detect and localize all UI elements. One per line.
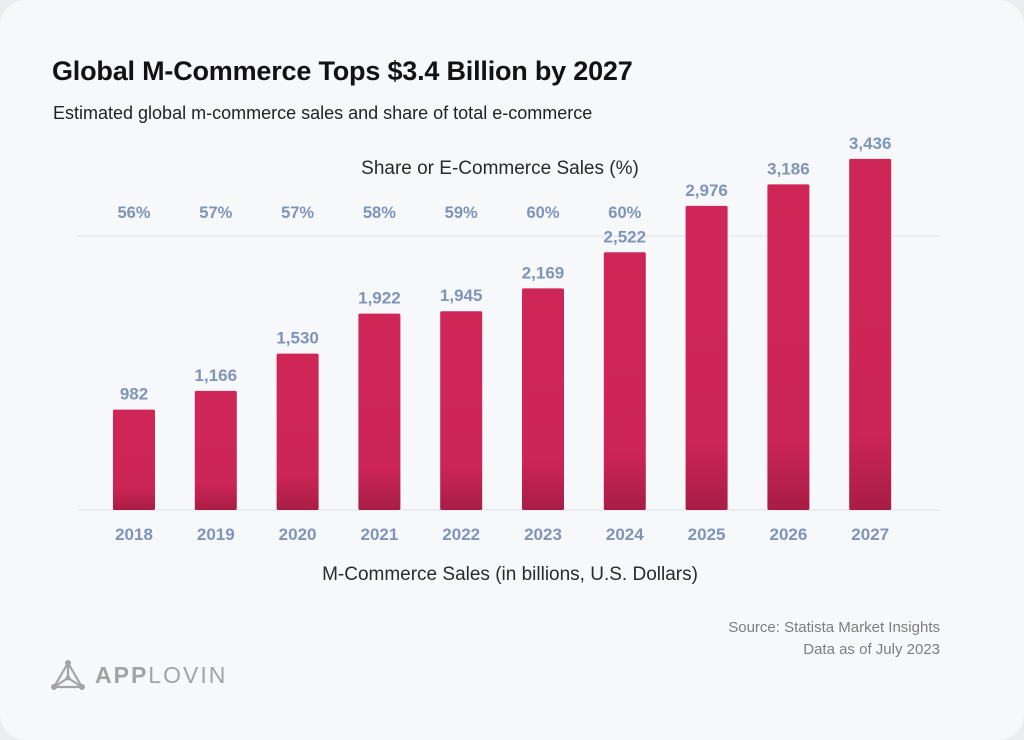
- share-label: 57%: [281, 204, 314, 222]
- data-label: 1,166: [195, 366, 238, 385]
- x-tick-label: 2023: [524, 525, 562, 544]
- data-label: 982: [120, 385, 148, 404]
- data-label: 1,922: [358, 289, 401, 308]
- share-label: 60%: [526, 204, 559, 222]
- bar-2027: [849, 158, 892, 510]
- source-line: Source: Statista Market Insights: [728, 619, 940, 636]
- bar-2025: [685, 205, 728, 511]
- data-label: 1,945: [440, 286, 483, 305]
- share-label: 57%: [199, 204, 232, 222]
- share-axis-label: Share or E-Commerce Sales (%): [361, 158, 639, 179]
- chart-subtitle: Estimated global m-commerce sales and sh…: [53, 103, 593, 123]
- x-axis-label: M-Commerce Sales (in billions, U.S. Doll…: [322, 564, 698, 585]
- source-note: Source: Statista Market Insights Data as…: [728, 617, 940, 661]
- share-label: 56%: [117, 204, 150, 222]
- applovin-triangle-icon: [51, 660, 85, 690]
- x-tick-label: 2021: [360, 525, 398, 544]
- data-label: 2,976: [685, 181, 728, 200]
- data-label: 2,522: [604, 227, 647, 246]
- data-label: 2,169: [522, 263, 565, 282]
- bar-2023: [522, 288, 564, 510]
- x-tick-label: 2027: [851, 525, 889, 544]
- bar-2021: [358, 313, 401, 510]
- bar-chart: 56%57%57%58%59%60%60%61%62%62% 9821,1661…: [78, 134, 940, 544]
- chart-title: Global M-Commerce Tops $3.4 Billion by 2…: [52, 56, 633, 86]
- logo-wordmark-light: LOVIN: [148, 661, 228, 688]
- share-label: 58%: [363, 204, 396, 222]
- bar-2022: [440, 311, 483, 510]
- data-label: 1,530: [276, 329, 319, 348]
- x-tick-label: 2019: [197, 525, 235, 544]
- applovin-logo: APPLOVIN: [50, 658, 227, 692]
- logo-wordmark-bold: APP: [95, 661, 149, 688]
- x-tick-label: 2020: [279, 525, 317, 544]
- logo-wordmark: APPLOVIN: [95, 662, 227, 689]
- x-tick-label: 2024: [606, 525, 644, 544]
- x-tick-label: 2026: [769, 525, 807, 544]
- data-label: 3,186: [767, 159, 810, 178]
- share-label: 60%: [608, 204, 641, 222]
- data-label: 3,436: [849, 134, 892, 153]
- x-tick-label: 2025: [688, 525, 726, 544]
- bar-2024: [603, 252, 646, 511]
- x-tick-label: 2018: [115, 525, 153, 544]
- bar-2026: [767, 184, 810, 510]
- bar-2019: [194, 390, 237, 510]
- share-label: 59%: [445, 204, 478, 222]
- x-tick-label: 2022: [442, 525, 480, 544]
- data-date-line: Data as of July 2023: [803, 641, 940, 658]
- bar-2018: [113, 409, 155, 510]
- bar-2020: [276, 353, 319, 510]
